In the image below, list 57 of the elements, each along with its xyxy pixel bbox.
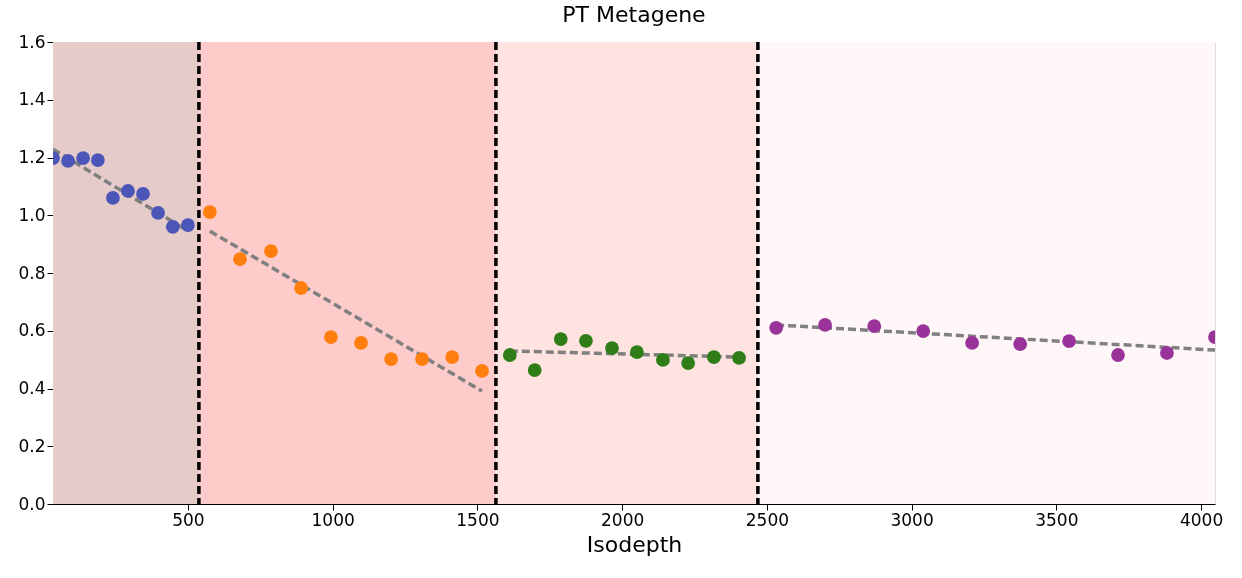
point [445,350,460,364]
point [61,154,75,168]
x-tick-label: 2000 [601,509,645,530]
point [656,353,670,367]
point [630,345,644,359]
point [294,281,308,295]
point [553,332,568,346]
y-tick-label: 1.4 [18,89,46,110]
point [818,318,832,332]
y-tick-label: 1.2 [18,147,46,167]
y-tick-label: 1.6 [18,31,46,52]
point [965,336,980,350]
x-tick-label: 4000 [1179,509,1224,530]
chart-title: PT Metagene [562,2,706,27]
point [121,184,135,198]
y-tick-label: 1.0 [18,204,46,225]
point [136,187,150,201]
point [203,205,217,219]
x-tick-label: 1000 [311,509,355,530]
point [106,191,120,205]
x-tick-label: 3000 [890,509,934,530]
point [867,319,882,334]
point [264,244,278,258]
point [415,352,429,366]
point [1062,334,1076,349]
point [165,219,180,234]
y-tick-label: 0.8 [18,262,46,283]
point [1013,337,1028,351]
point [527,363,542,377]
point [916,324,931,338]
point [151,206,165,220]
point [502,348,517,362]
point [1160,346,1174,360]
y-tick-label: 0.0 [18,493,46,514]
point [579,333,593,348]
point [384,352,399,366]
x-tick-label: 2500 [745,509,790,530]
point [90,153,105,167]
x-axis-title: Isodepth [586,531,683,557]
y-tick-label: 0.2 [18,435,46,456]
point [324,330,338,344]
point [181,218,195,232]
point [475,364,489,378]
point [769,320,784,335]
y-tick-label: 0.4 [18,378,46,398]
point [76,151,90,165]
x-tick-label: 500 [172,509,205,530]
x-tick-label: 3500 [1035,509,1079,530]
x-tick-label: 1500 [456,509,500,530]
point [354,336,368,350]
y-tick-label: 0.6 [18,320,46,341]
point [605,341,619,355]
point [233,252,247,267]
point [1111,348,1125,362]
point [681,356,696,370]
point [732,351,746,365]
point [707,350,721,364]
